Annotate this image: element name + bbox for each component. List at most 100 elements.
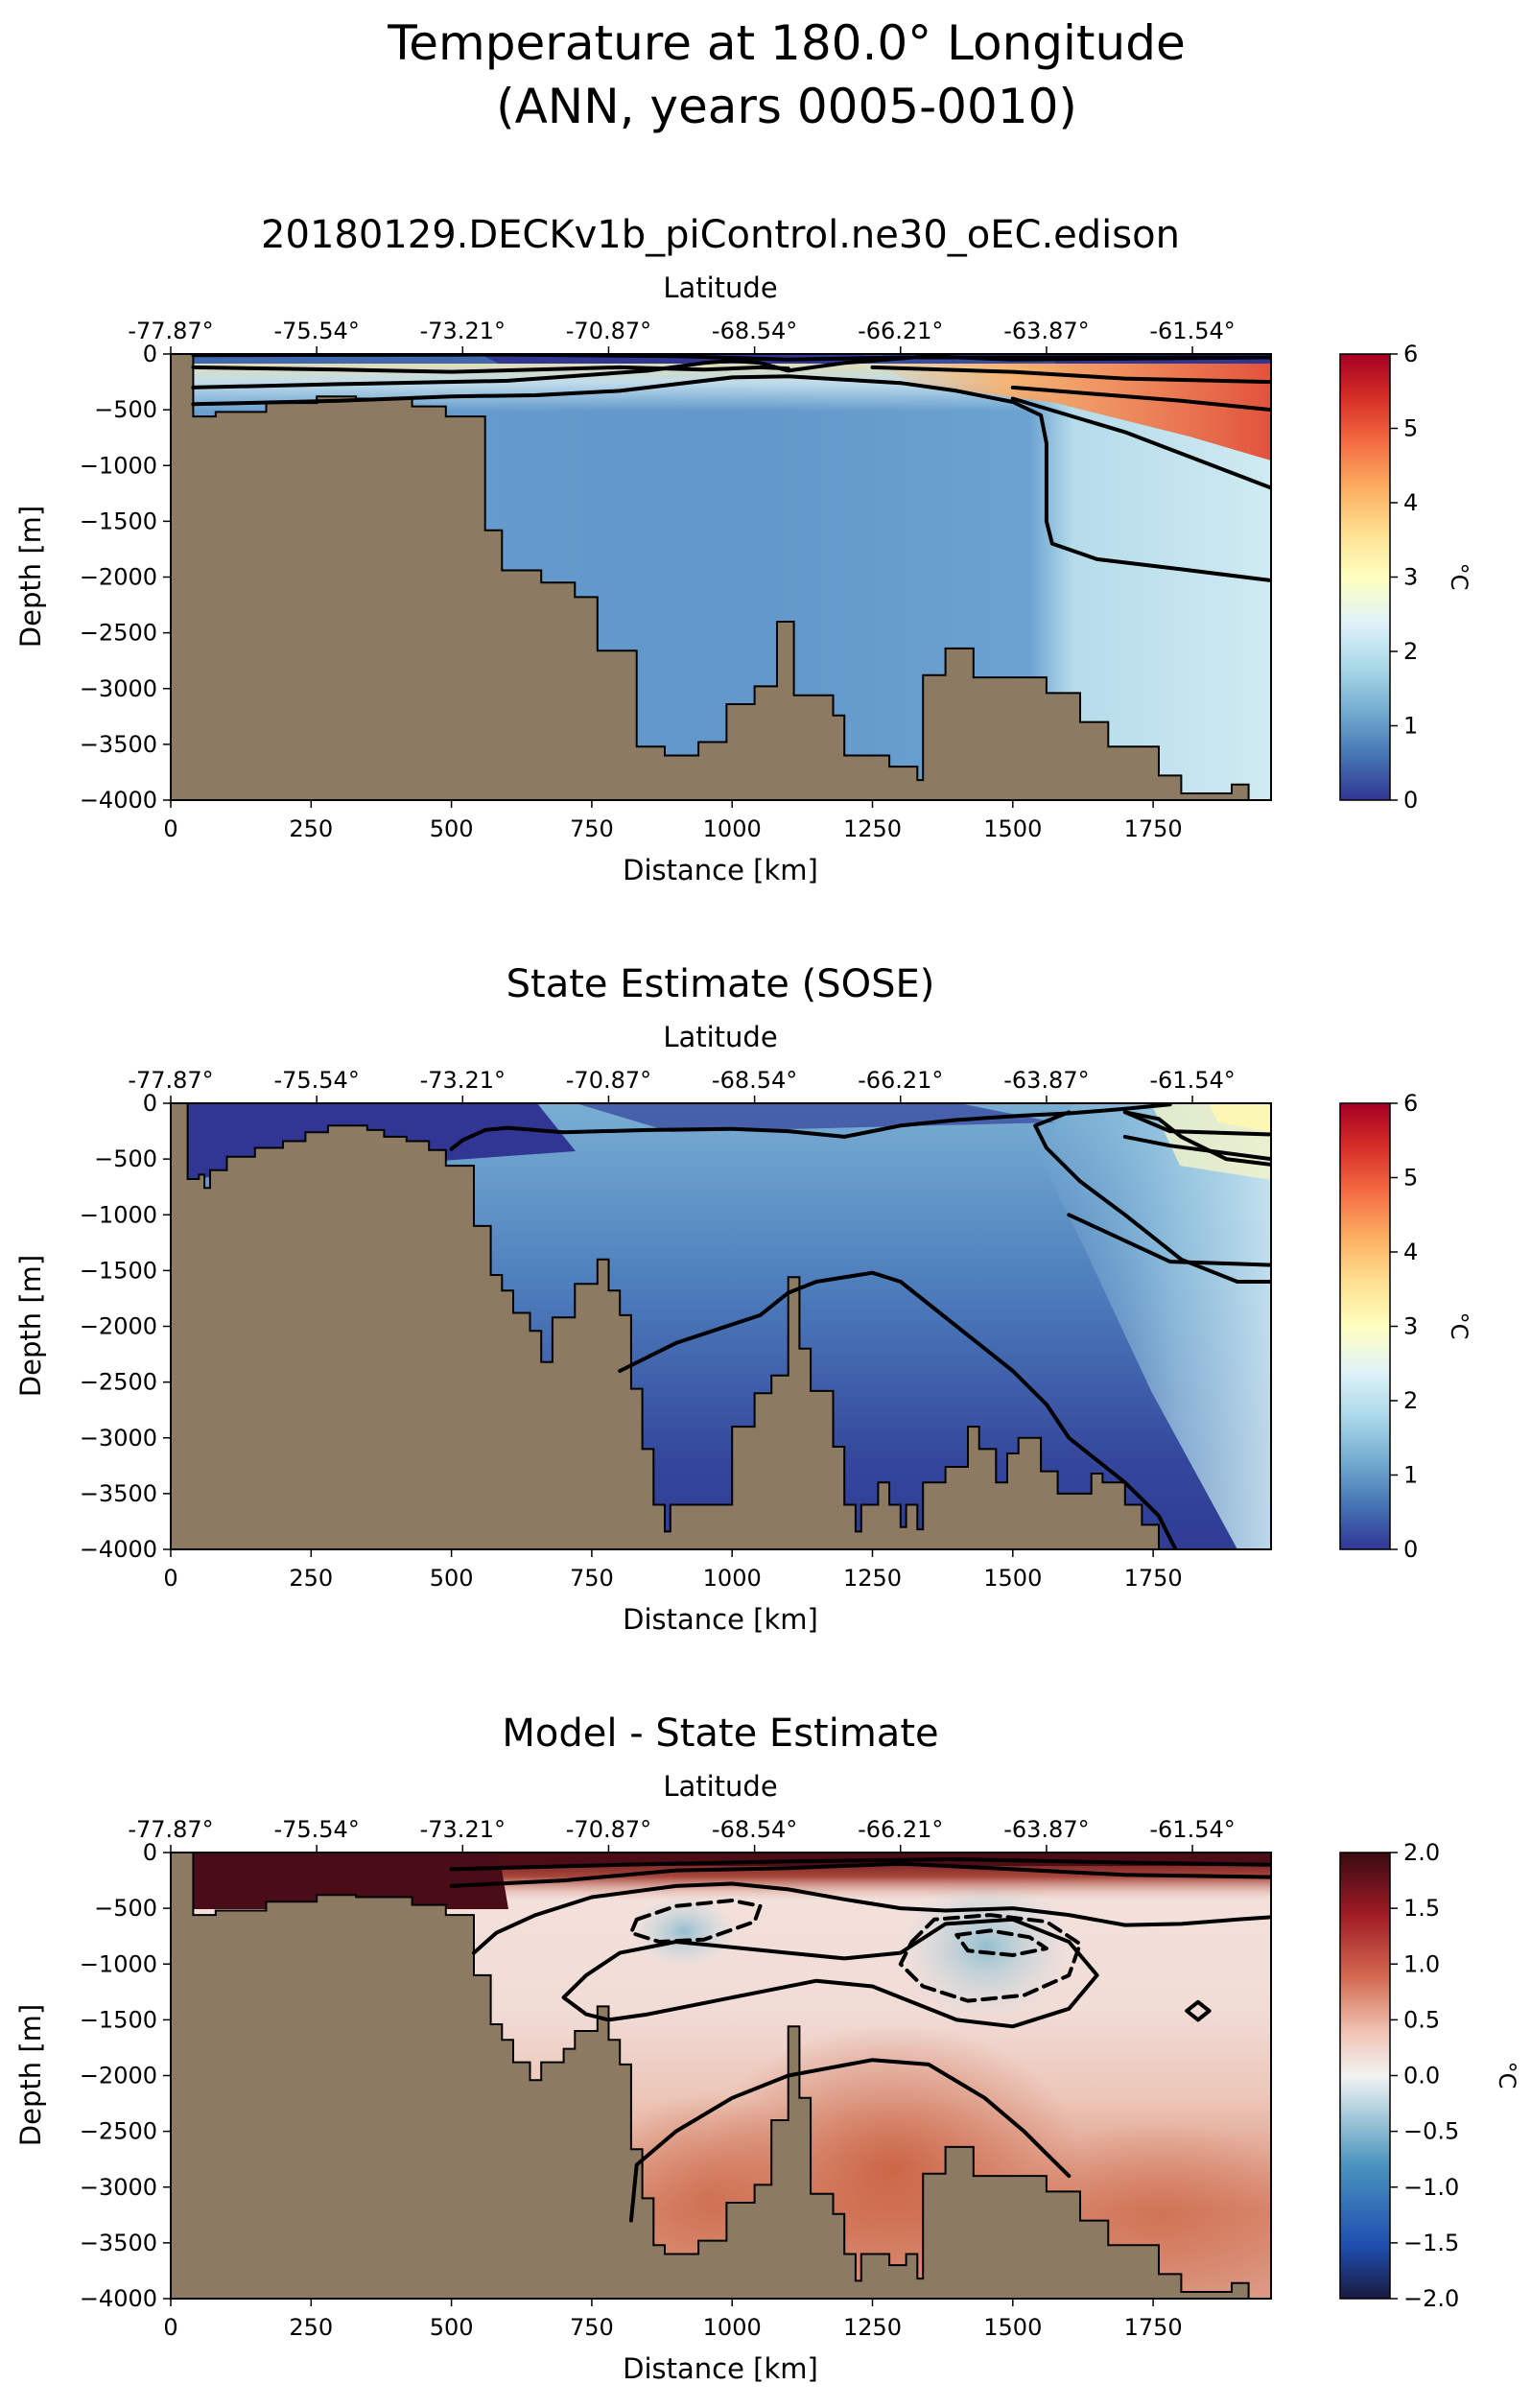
latitude-tick-label: -73.21° [420,318,506,344]
y-axis-label: Depth [m] [14,506,47,648]
colorbar-label: °C [1446,563,1472,591]
latitude-tick-label: -75.54° [273,318,359,344]
contour-3b [870,365,1271,385]
y-tick-label: −4000 [80,2285,157,2312]
contour-0.5 [449,1111,1072,1151]
latitude-tick-label: -66.21° [858,318,943,344]
x-axis-label: Distance [km] [623,2352,818,2385]
y-tick-label: −1000 [80,1201,157,1228]
y-tick-label: 0 [143,341,157,367]
panel-difference: Model - State Estimate 0 250 500 750 1000 125… [14,1712,1520,2385]
latitude-axis-label: Latitude [663,271,777,304]
colorbar-tick-label: 1 [1403,713,1418,740]
y-tick-label: −1500 [80,2006,157,2033]
y-tick-label: 0 [143,1839,157,1866]
contour-2b [1067,1213,1271,1267]
panel-title: 20180129.DECKv1b_piControl.ne30_oEC.edis… [261,213,1180,257]
latitude-tick-label: -75.54° [273,1816,359,1843]
x-tick-label: 500 [430,2314,474,2341]
x-tick-label: 250 [289,1565,333,1592]
latitude-tick-label: -63.87° [1003,318,1089,344]
latitude-tick-label: -61.54° [1149,1816,1235,1843]
colorbar-tick-label: 5 [1403,415,1418,442]
y-tick-label: −1500 [80,508,157,534]
colorbar-tick-label: 0 [1403,1536,1418,1563]
contour-1.5 [1033,1110,1271,1284]
colorbar: 0 1 2 3 4 5 6 °C [1339,341,1472,814]
colorbar-ticks: 2.0 1.5 1.0 0.5 0.0 −0.5 −1.0 −1.5 −2.0 [1390,1839,1459,2312]
contour-2 [191,354,1271,390]
axes: 0 250 500 750 1000 1250 1500 1750 0 −500 −1000 −150… [80,1067,1236,1592]
contour-3 [191,365,790,374]
bathymetry [171,1853,1250,2299]
contour--0.1a [628,1899,763,1944]
y-tick-label: −1000 [80,452,157,479]
x-tick-label: 1750 [1124,1565,1183,1592]
y-tick-label: −3000 [80,2174,157,2201]
latitude-tick-label: -73.21° [420,1816,506,1843]
x-tick-label: 0 [163,1565,177,1592]
contour-0.4 [1185,1999,1212,2022]
axes: 0 250 500 750 1000 1250 1500 1750 0 −500 −1000 −150… [80,1816,1236,2341]
y-tick-label: −3500 [80,1480,157,1507]
y-tick-label: −500 [94,1145,157,1172]
y-tick-label: −1500 [80,1257,157,1284]
x-tick-label: 0 [163,815,177,842]
panel-title: State Estimate (SOSE) [506,962,935,1006]
panel-sose: State Estimate (SOSE) 0 250 500 750 1000 1250… [14,962,1472,1636]
y-tick-label: −2000 [80,1313,157,1340]
y-tick-label: 0 [143,1090,157,1117]
x-tick-label: 0 [163,2314,177,2341]
latitude-tick-label: -70.87° [566,318,651,344]
suptitle-line2: (ANN, years 0005-0010) [496,79,1077,134]
contour-3 [1122,1110,1271,1137]
x-tick-label: 500 [430,1565,474,1592]
contour-1 [449,1857,1271,1872]
colorbar-tick-label: 1 [1403,1462,1418,1489]
colorbar-tick-label: −1.0 [1403,2174,1459,2201]
colorbar-tick-label: 6 [1403,341,1418,367]
colorbar-gradient [1339,1852,1391,2300]
latitude-tick-label: -73.21° [420,1067,506,1094]
colorbar-tick-label: 0.5 [1403,2006,1440,2033]
colorbar-tick-label: 4 [1403,1239,1418,1265]
colorbar-tick-label: 3 [1403,564,1418,591]
contour-1 [1067,1103,1172,1116]
y-tick-label: −1000 [80,1950,157,1977]
contour-0.1 [561,1917,1099,2029]
axes: 0 250 500 750 1000 1250 1500 1750 0 −500 −1000 −150… [80,318,1236,842]
bathymetry [171,1103,1160,1549]
x-tick-label: 750 [570,815,614,842]
contour-2b [1010,396,1271,490]
x-tick-label: 750 [570,2314,614,2341]
colorbar-tick-label: 0 [1403,787,1418,814]
latitude-tick-label: -63.87° [1003,1816,1089,1843]
y-tick-label: −3000 [80,1425,157,1452]
x-tick-label: 1500 [983,815,1042,842]
contour-1b [618,1270,1178,1549]
x-tick-label: 250 [289,2314,333,2341]
colorbar-ticks: 0 1 2 3 4 5 6 [1390,1090,1418,1563]
latitude-tick-label: -75.54° [273,1067,359,1094]
colorbar-tick-label: 4 [1403,489,1418,516]
y-tick-label: −4000 [80,1536,157,1563]
latitude-tick-label: -77.87° [128,1067,213,1094]
contour-0.5 [449,1861,1271,1888]
y-axis-label: Depth [m] [14,2004,47,2146]
latitude-tick-label: -63.87° [1003,1067,1089,1094]
y-tick-label: −3500 [80,731,157,758]
contour-0.3 [472,1881,1271,1955]
y-tick-label: −2500 [80,1369,157,1396]
latitude-axis-label: Latitude [663,1021,777,1053]
colorbar-tick-label: 2 [1403,1387,1418,1414]
contour-3b [1122,1134,1271,1162]
y-tick-label: −3000 [80,675,157,702]
y-tick-label: −2000 [80,564,157,591]
y-tick-label: −500 [94,396,157,423]
colorbar-tick-label: 1.5 [1403,1895,1440,1922]
colorbar-tick-label: 1.0 [1403,1950,1440,1977]
x-axis-label: Distance [km] [623,854,818,886]
contour--0.2 [954,1928,1048,1957]
colorbar-tick-label: 2 [1403,638,1418,665]
colorbar-tick-label: 6 [1403,1090,1418,1117]
